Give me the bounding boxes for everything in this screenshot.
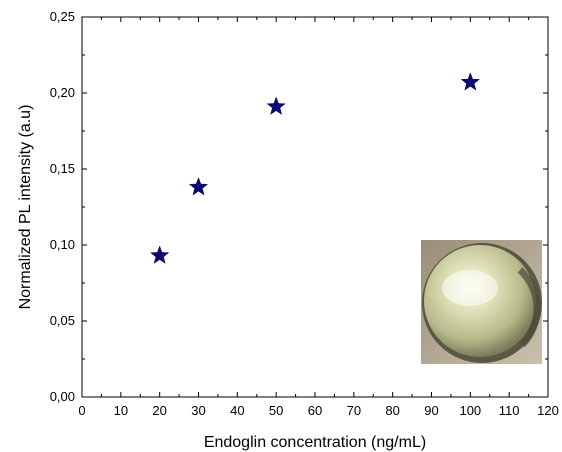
y-tick-label: 0,20 <box>50 85 75 100</box>
x-tick-label: 10 <box>114 403 128 418</box>
x-tick-label: 100 <box>459 403 481 418</box>
data-points <box>151 73 480 263</box>
x-tick-label: 90 <box>424 403 438 418</box>
x-tick-label: 60 <box>308 403 322 418</box>
x-tick-label: 70 <box>347 403 361 418</box>
x-tick-label: 80 <box>385 403 399 418</box>
y-tick-label: 0,25 <box>50 9 75 24</box>
data-point-star <box>267 97 285 114</box>
data-point-star <box>151 246 169 263</box>
x-axis-title: Endoglin concentration (ng/mL) <box>204 434 426 451</box>
y-tick-label: 0,15 <box>50 161 75 176</box>
x-tick-label: 40 <box>230 403 244 418</box>
x-tick-label: 50 <box>269 403 283 418</box>
data-point-star <box>461 73 479 90</box>
x-tick-label: 30 <box>191 403 205 418</box>
y-axis-title: Normalized PL intensity (a.u) <box>17 105 34 310</box>
x-tick-label: 0 <box>78 403 85 418</box>
y-tick-label: 0,10 <box>50 237 75 252</box>
x-tick-label: 110 <box>499 403 520 418</box>
data-point-star <box>189 178 207 195</box>
x-tick-label: 20 <box>152 403 166 418</box>
x-tick-label: 120 <box>537 403 559 418</box>
inset-photo <box>421 240 542 364</box>
y-tick-label: 0,00 <box>50 389 75 404</box>
y-tick-label: 0,05 <box>50 313 75 328</box>
